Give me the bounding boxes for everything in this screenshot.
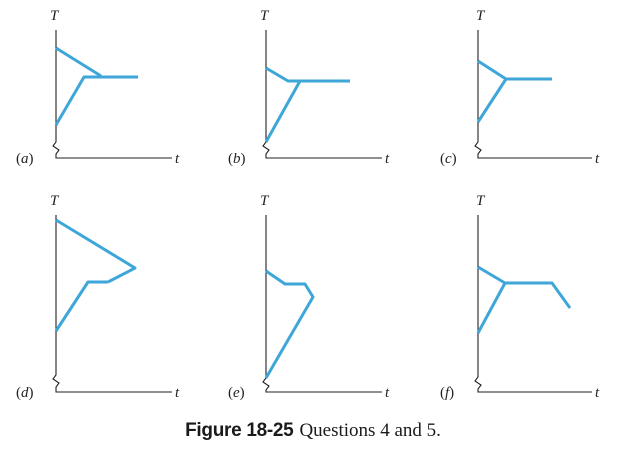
panel-c: T t (c): [440, 8, 600, 167]
axis-frame: [474, 30, 592, 159]
warming-curve: [476, 77, 552, 123]
y-axis-label: T: [260, 193, 270, 209]
axis-frame: [52, 215, 172, 393]
figure-label: Figure 18-25: [185, 420, 294, 441]
figure-18-25: T t (a) T t (b) T t (c) T t (d) T t (e): [16, 8, 600, 401]
panel-e: T t (e): [228, 193, 390, 401]
warming-curve: [476, 281, 572, 334]
panel-tag-b: (b): [228, 151, 246, 167]
panel-tag-f: (f): [440, 385, 454, 401]
panel-b: T t (b): [228, 8, 390, 167]
warming-curve: [54, 280, 108, 332]
cooling-curve: [477, 265, 506, 285]
panel-tag-a: (a): [16, 151, 34, 167]
axis-frame: [52, 30, 172, 159]
y-axis-label: T: [476, 8, 486, 24]
x-axis-label: t: [595, 385, 600, 401]
cooling-curve: [477, 59, 507, 81]
axis-frame: [262, 215, 382, 393]
cooling-curve: [55, 46, 102, 78]
warming-curve: [54, 75, 138, 126]
panel-tag-d: (d): [16, 385, 34, 401]
y-axis-label: T: [50, 193, 60, 209]
figure-caption: Figure 18-25 Questions 4 and 5.: [0, 420, 626, 442]
y-axis-label: T: [50, 8, 60, 24]
x-axis-label: t: [175, 151, 180, 167]
x-axis-label: t: [385, 385, 390, 401]
axis-frame: [474, 215, 592, 393]
caption-text: Questions 4 and 5.: [299, 420, 441, 441]
cooling-curve: [265, 66, 300, 83]
panel-f: T t (f): [440, 193, 600, 401]
panel-a: T t (a): [16, 8, 180, 167]
panel-tag-e: (e): [228, 385, 245, 401]
cooling-curve: [55, 218, 137, 284]
y-axis-label: T: [260, 8, 270, 24]
y-axis-label: T: [476, 193, 486, 209]
x-axis-label: t: [595, 151, 600, 167]
axis-frame: [262, 30, 382, 159]
panel-tag-c: (c): [440, 151, 457, 167]
warming-curve: [264, 79, 350, 143]
x-axis-label: t: [385, 151, 390, 167]
cooling-warming-curve: [264, 269, 315, 379]
x-axis-label: t: [175, 385, 180, 401]
panel-d: T t (d): [16, 193, 180, 401]
